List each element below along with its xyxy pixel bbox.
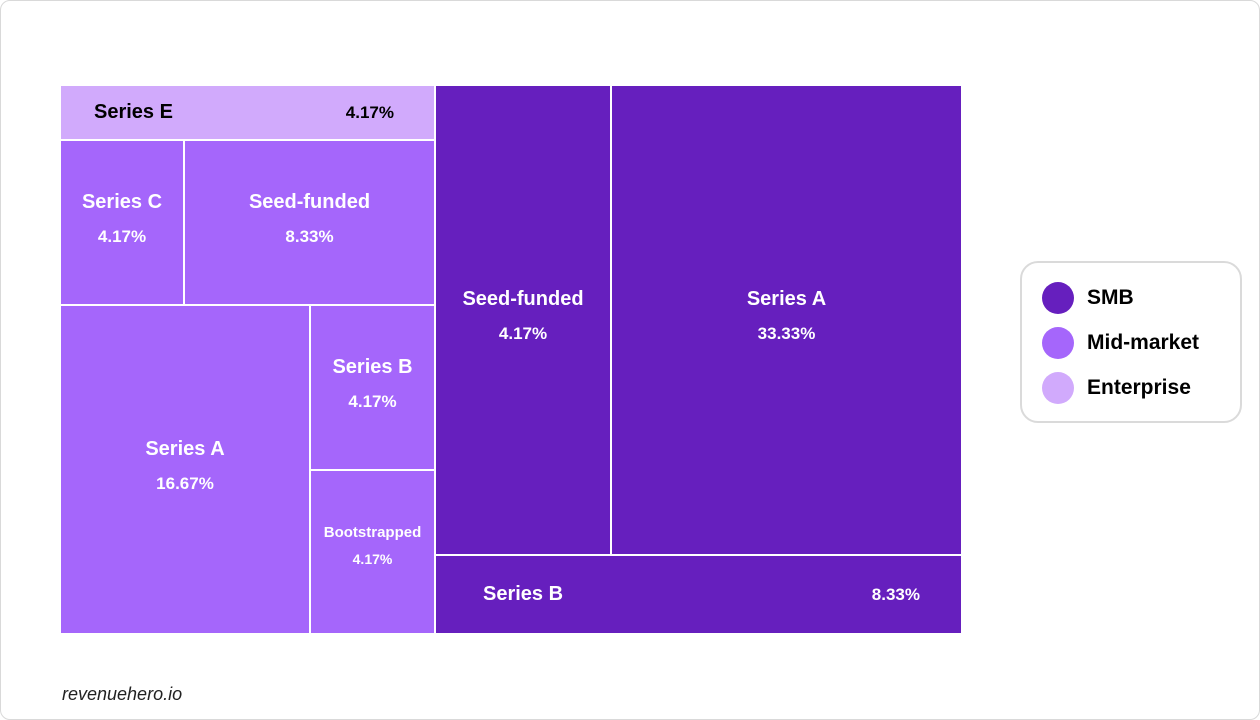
tile-smb-seed-funded: Seed-funded 4.17% xyxy=(435,85,611,555)
legend: SMB Mid-market Enterprise xyxy=(1020,261,1242,423)
tile-value-smb-series-a: 33.33% xyxy=(757,324,816,343)
tile-enterprise-series-e: Series E 4.17% xyxy=(60,85,435,140)
legend-item-enterprise: Enterprise xyxy=(1042,372,1242,406)
legend-label-smb: SMB xyxy=(1087,286,1134,309)
tile-mid-market-seed-funded: Seed-funded 8.33% xyxy=(184,140,435,305)
tile-mid-market-series-a: Series A 16.67% xyxy=(60,305,310,634)
legend-swatch-mid-market xyxy=(1042,327,1074,359)
tile-value-mid-market-bootstrapped: 4.17% xyxy=(352,551,393,567)
tile-label-smb-series-a: Series A xyxy=(746,288,827,310)
tile-smb-series-b: Series B 8.33% xyxy=(435,555,962,634)
tile-value-mid-market-seed-funded: 8.33% xyxy=(285,226,334,246)
legend-item-smb: SMB xyxy=(1042,282,1242,316)
tile-label-smb-series-b: Series B xyxy=(483,582,564,605)
tile-label-mid-market-bootstrapped: Bootstrapped xyxy=(323,524,422,541)
tile-value-mid-market-series-b: 4.17% xyxy=(348,391,397,411)
tile-mid-market-series-b: Series B 4.17% xyxy=(310,305,435,470)
tile-mid-market-bootstrapped: Bootstrapped 4.17% xyxy=(310,470,435,634)
tile-label-smb-seed-funded: Seed-funded xyxy=(462,288,584,310)
legend-swatch-enterprise xyxy=(1042,372,1074,404)
legend-label-mid-market: Mid-market xyxy=(1087,331,1200,354)
tile-mid-market-series-c: Series C 4.17% xyxy=(60,140,184,305)
tile-value-smb-series-b: 8.33% xyxy=(871,584,920,604)
tile-label-mid-market-seed-funded: Seed-funded xyxy=(248,190,371,213)
tile-label-mid-market-series-a: Series A xyxy=(145,437,225,460)
tile-value-mid-market-series-a: 16.67% xyxy=(156,473,214,493)
tile-value-mid-market-series-c: 4.17% xyxy=(97,226,147,246)
tile-label-mid-market-series-b: Series B xyxy=(332,355,413,378)
tile-label-mid-market-series-c: Series C xyxy=(81,190,163,213)
legend-swatch-smb xyxy=(1042,282,1074,314)
legend-label-enterprise: Enterprise xyxy=(1087,376,1191,399)
legend-item-mid-market: Mid-market xyxy=(1042,327,1242,361)
tile-value-smb-seed-funded: 4.17% xyxy=(498,324,548,343)
tile-value-enterprise-series-e: 4.17% xyxy=(345,102,394,122)
footer-brand: revenuehero.io xyxy=(62,684,183,704)
tile-label-enterprise-series-e: Series E xyxy=(94,100,173,123)
tile-smb-series-a: Series A 33.33% xyxy=(611,85,962,555)
